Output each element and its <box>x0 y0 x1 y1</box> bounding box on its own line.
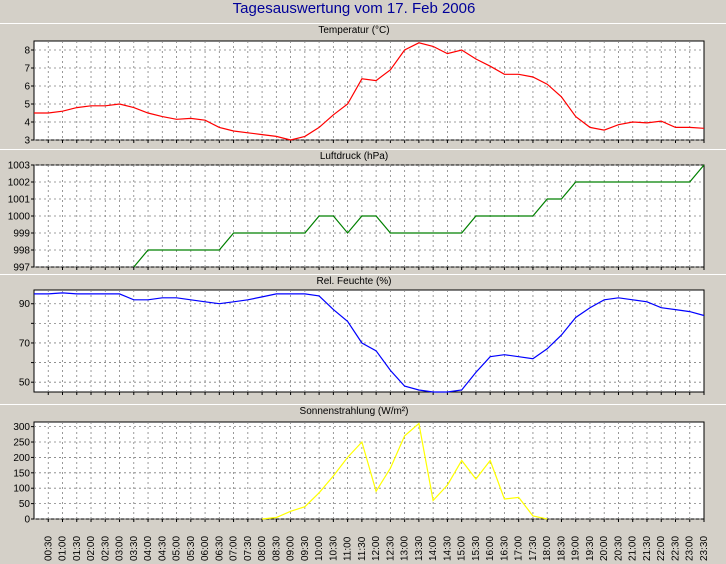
x-tick-label: 06:00 <box>200 536 211 561</box>
panel-title: Temperatur (°C) <box>318 25 389 36</box>
x-tick-label: 05:30 <box>186 536 197 561</box>
x-tick-label: 21:30 <box>642 536 653 561</box>
x-tick-label: 04:30 <box>157 536 168 561</box>
charts-group: Temperatur (°C) 3 4 5 6 7 8 Luftdruck (hPa) 997 9… <box>0 23 726 526</box>
x-tick-label: 07:00 <box>229 536 240 561</box>
chart-panel-2: Luftdruck (hPa) 997 998 999 1000 1001 1002 1003 <box>0 149 726 274</box>
x-tick-label: 07:30 <box>243 536 254 561</box>
y-tick-label: 200 <box>13 453 30 464</box>
y-tick-label: 997 <box>13 263 30 274</box>
y-tick-label: 70 <box>19 338 31 349</box>
y-tick-label: 4 <box>24 118 30 129</box>
y-tick-label: 1002 <box>8 178 31 189</box>
x-tick-label: 12:00 <box>371 536 382 561</box>
x-tick-label: 15:00 <box>457 536 468 561</box>
plot-area <box>33 421 705 520</box>
y-tick-label: 5 <box>24 100 30 111</box>
x-tick-label: 09:00 <box>286 536 297 561</box>
x-tick-label: 03:30 <box>129 536 140 561</box>
x-tick-label: 01:00 <box>58 536 69 561</box>
y-tick-label: 8 <box>24 46 30 57</box>
y-tick-label: 50 <box>19 499 31 510</box>
time-axis: 00:30 01:00 01:30 02:00 02:30 03:00 03:30 04:00… <box>43 536 710 561</box>
x-tick-label: 23:30 <box>699 536 710 561</box>
series-line <box>34 42 705 141</box>
y-tick-label: 3 <box>24 136 30 147</box>
x-tick-label: 13:30 <box>414 536 425 561</box>
x-tick-label: 06:30 <box>214 536 225 561</box>
x-tick-label: 11:30 <box>357 536 368 561</box>
x-tick-label: 12:30 <box>385 536 396 561</box>
panel-title: Rel. Feuchte (%) <box>316 276 391 287</box>
x-tick-label: 18:30 <box>556 536 567 561</box>
series-line <box>133 164 705 268</box>
x-tick-label: 04:00 <box>143 536 154 561</box>
y-tick-label: 1003 <box>8 161 31 172</box>
y-tick-label: 1000 <box>8 212 31 223</box>
y-tick-label: 90 <box>19 299 31 310</box>
x-tick-label: 14:00 <box>428 536 439 561</box>
x-tick-label: 13:00 <box>400 536 411 561</box>
x-tick-label: 21:00 <box>628 536 639 561</box>
x-tick-label: 05:00 <box>172 536 183 561</box>
x-tick-label: 22:00 <box>656 536 667 561</box>
chart-panel-1: Temperatur (°C) 3 4 5 6 7 8 <box>0 23 726 147</box>
series-line <box>34 292 705 393</box>
y-tick-label: 999 <box>13 229 30 240</box>
x-tick-label: 16:30 <box>499 536 510 561</box>
x-tick-label: 02:30 <box>100 536 111 561</box>
x-tick-label: 20:30 <box>613 536 624 561</box>
y-tick-label: 300 <box>13 422 30 433</box>
y-tick-label: 50 <box>19 378 31 389</box>
x-tick-label: 17:30 <box>528 536 539 561</box>
x-tick-label: 03:00 <box>115 536 126 561</box>
y-tick-label: 7 <box>24 64 30 75</box>
y-tick-label: 0 <box>24 515 30 526</box>
y-tick-label: 250 <box>13 438 30 449</box>
x-tick-label: 23:00 <box>685 536 696 561</box>
main-title: Tagesauswertung vom 17. Feb 2006 <box>233 0 476 17</box>
panel-title: Sonnenstrahlung (W/m²) <box>300 406 409 417</box>
series-line <box>262 422 548 520</box>
y-tick-label: 150 <box>13 468 30 479</box>
x-tick-label: 11:00 <box>343 536 354 561</box>
panel-title: Luftdruck (hPa) <box>320 151 388 162</box>
x-tick-label: 01:30 <box>72 536 83 561</box>
y-tick-label: 998 <box>13 246 30 257</box>
x-tick-label: 19:30 <box>585 536 596 561</box>
x-tick-label: 14:30 <box>442 536 453 561</box>
x-tick-label: 00:30 <box>43 536 54 561</box>
chart-panel-3: Rel. Feuchte (%) 50 70 90 <box>0 274 726 395</box>
y-tick-label: 6 <box>24 82 30 93</box>
x-tick-label: 22:30 <box>670 536 681 561</box>
x-tick-label: 19:00 <box>571 536 582 561</box>
chart-panel-4: Sonnenstrahlung (W/m²) 0 50 100 150 200 250 300 <box>0 404 726 526</box>
x-tick-label: 02:00 <box>86 536 97 561</box>
plot-area <box>33 40 705 141</box>
plot-area <box>33 289 705 393</box>
x-tick-label: 16:00 <box>485 536 496 561</box>
x-tick-label: 17:00 <box>514 536 525 561</box>
x-tick-label: 15:30 <box>471 536 482 561</box>
x-tick-label: 09:30 <box>300 536 311 561</box>
x-tick-label: 20:00 <box>599 536 610 561</box>
x-tick-label: 18:00 <box>542 536 553 561</box>
x-tick-label: 10:30 <box>328 536 339 561</box>
y-tick-label: 100 <box>13 484 30 495</box>
x-tick-label: 08:30 <box>271 536 282 561</box>
y-tick-label: 1001 <box>8 195 31 206</box>
x-tick-label: 08:00 <box>257 536 268 561</box>
x-tick-label: 10:00 <box>314 536 325 561</box>
